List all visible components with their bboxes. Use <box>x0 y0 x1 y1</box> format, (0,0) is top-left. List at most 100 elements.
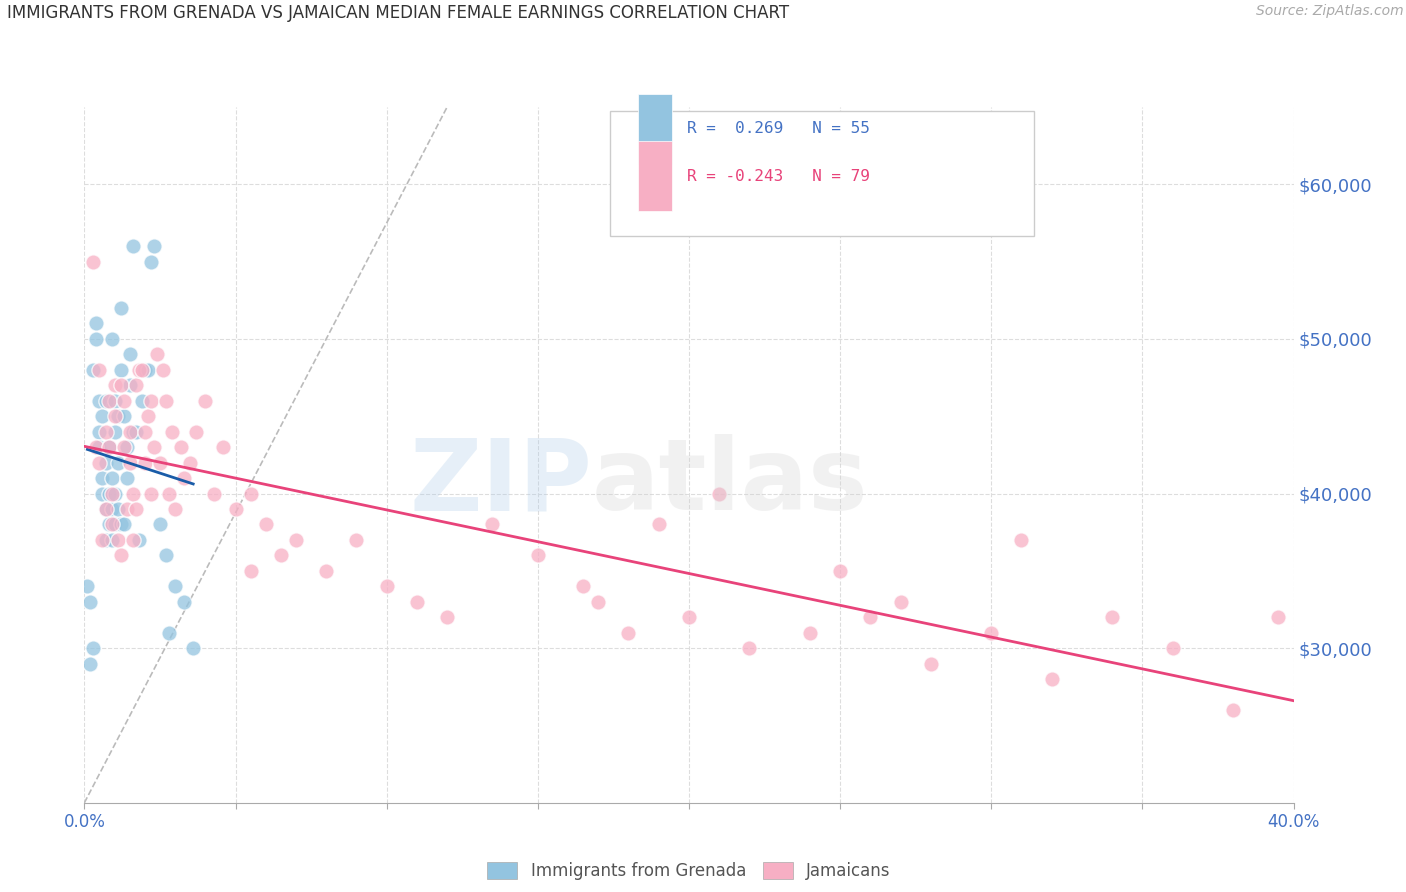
Point <box>86 332 108 346</box>
Point <box>76 579 98 593</box>
Point <box>100 533 122 547</box>
Point <box>121 425 143 439</box>
Point <box>100 517 122 532</box>
Point <box>110 363 132 377</box>
Point <box>131 363 153 377</box>
Point <box>89 363 111 377</box>
Point <box>890 595 912 609</box>
Point <box>149 517 172 532</box>
Point <box>94 533 117 547</box>
Point <box>118 456 141 470</box>
Point <box>481 517 503 532</box>
Point <box>121 239 143 253</box>
Point <box>134 456 156 470</box>
Point <box>94 456 117 470</box>
Point <box>830 564 852 578</box>
Legend: Immigrants from Grenada, Jamaicans: Immigrants from Grenada, Jamaicans <box>482 856 896 885</box>
Point <box>94 502 117 516</box>
Point <box>125 378 148 392</box>
Point <box>94 425 117 439</box>
Point <box>254 517 277 532</box>
Point <box>709 486 731 500</box>
Point <box>100 471 122 485</box>
Point <box>136 363 159 377</box>
Bar <box>638 94 672 163</box>
Point <box>104 378 127 392</box>
Point <box>100 502 122 516</box>
Point <box>194 393 217 408</box>
Text: ZIP: ZIP <box>409 434 592 532</box>
Point <box>1161 641 1184 656</box>
Point <box>588 595 610 609</box>
Point <box>149 456 172 470</box>
Point <box>89 456 111 470</box>
Point <box>315 564 337 578</box>
Text: atlas: atlas <box>592 434 869 532</box>
Point <box>125 502 148 516</box>
Point <box>121 486 143 500</box>
Point <box>170 440 193 454</box>
Point <box>110 549 132 563</box>
FancyBboxPatch shape <box>610 111 1033 235</box>
Point <box>115 440 138 454</box>
Point <box>270 549 292 563</box>
Point <box>94 393 117 408</box>
Point <box>104 517 127 532</box>
Point <box>97 517 120 532</box>
Point <box>107 533 129 547</box>
Point <box>173 471 195 485</box>
Text: Source: ZipAtlas.com: Source: ZipAtlas.com <box>1256 4 1403 19</box>
Point <box>239 486 262 500</box>
Point <box>104 486 127 500</box>
Point <box>112 409 135 424</box>
Point <box>118 347 141 361</box>
Point <box>142 239 165 253</box>
Point <box>617 625 640 640</box>
Point <box>104 393 127 408</box>
Point <box>648 517 671 532</box>
Point <box>527 549 550 563</box>
Text: IMMIGRANTS FROM GRENADA VS JAMAICAN MEDIAN FEMALE EARNINGS CORRELATION CHART: IMMIGRANTS FROM GRENADA VS JAMAICAN MEDI… <box>7 4 789 22</box>
Point <box>91 471 114 485</box>
Point <box>86 317 108 331</box>
Point <box>212 440 235 454</box>
Point <box>97 486 120 500</box>
Point <box>131 393 153 408</box>
Point <box>115 471 138 485</box>
Point <box>91 486 114 500</box>
Point <box>89 440 111 454</box>
Point <box>97 440 120 454</box>
Point <box>91 409 114 424</box>
Point <box>89 425 111 439</box>
Point <box>118 425 141 439</box>
Point <box>181 641 204 656</box>
Point <box>94 502 117 516</box>
Point <box>86 440 108 454</box>
Point <box>155 393 177 408</box>
Point <box>179 456 201 470</box>
Point <box>121 533 143 547</box>
Point <box>1222 703 1244 717</box>
Point <box>406 595 429 609</box>
Point <box>104 409 127 424</box>
Point <box>134 425 156 439</box>
Point <box>157 625 180 640</box>
Point <box>1101 610 1123 624</box>
Point <box>285 533 308 547</box>
Point <box>920 657 942 671</box>
Point <box>142 440 165 454</box>
Point <box>146 347 169 361</box>
Point <box>173 595 195 609</box>
Point <box>110 301 132 315</box>
Point <box>107 409 129 424</box>
Point <box>104 425 127 439</box>
Point <box>97 440 120 454</box>
Point <box>115 502 138 516</box>
Point <box>82 363 104 377</box>
Point <box>165 502 187 516</box>
Point <box>125 425 148 439</box>
Point <box>572 579 595 593</box>
Point <box>100 332 122 346</box>
Point <box>157 486 180 500</box>
Point <box>202 486 225 500</box>
